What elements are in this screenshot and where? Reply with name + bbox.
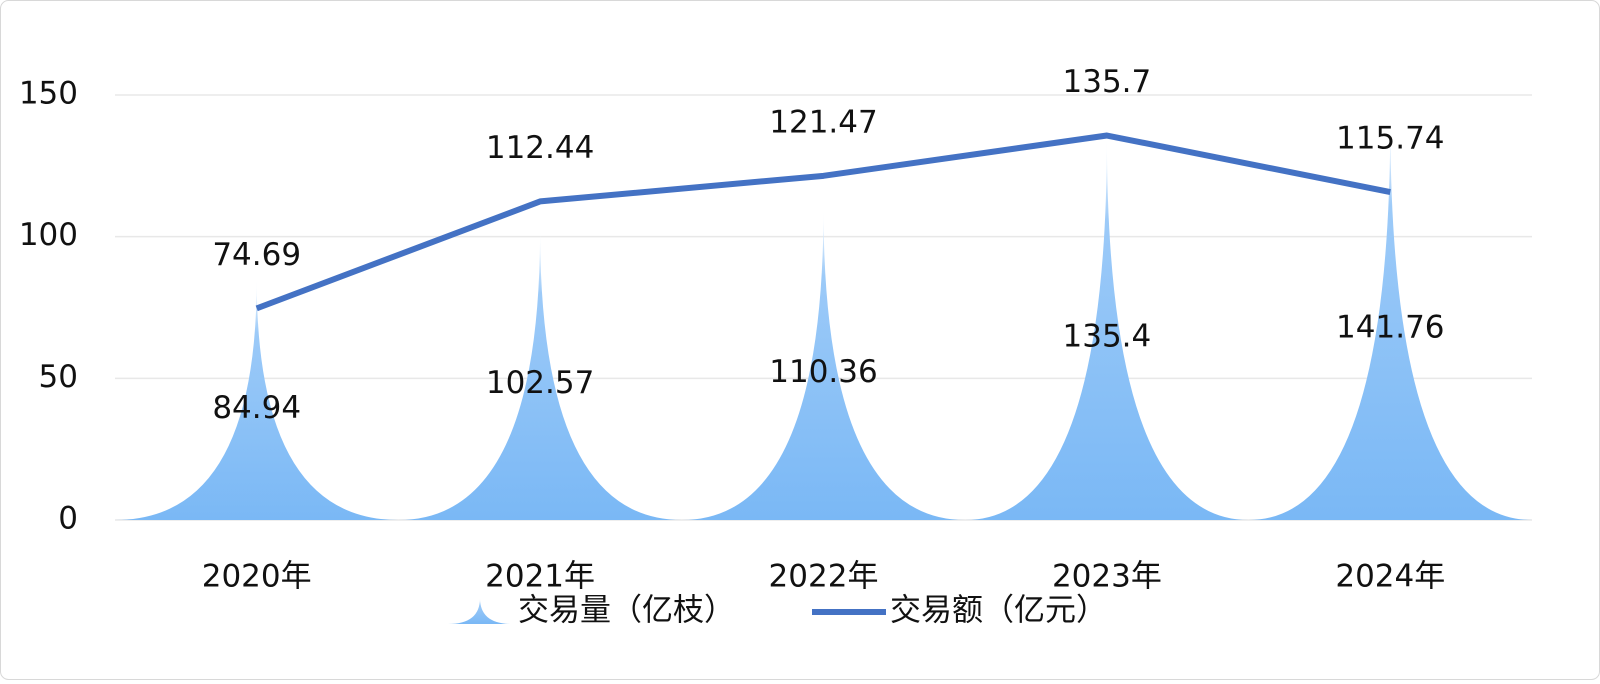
data-label: 84.94 bbox=[212, 390, 301, 426]
legend-label: 交易量（亿枝） bbox=[518, 593, 735, 629]
spike-bar bbox=[681, 207, 966, 520]
y-tick-label: 50 bbox=[39, 359, 78, 395]
data-label: 102.57 bbox=[486, 365, 594, 401]
spike-bar bbox=[398, 229, 682, 520]
spike-bar bbox=[115, 279, 399, 520]
data-label: 121.47 bbox=[769, 104, 877, 140]
y-tick-label: 0 bbox=[58, 501, 78, 537]
data-label: 110.36 bbox=[769, 354, 877, 390]
legend-icon bbox=[448, 598, 512, 624]
x-tick-label: 2023年 bbox=[1052, 559, 1162, 595]
data-label: 141.76 bbox=[1336, 310, 1444, 346]
x-tick-label: 2024年 bbox=[1335, 559, 1445, 595]
data-label: 74.69 bbox=[212, 237, 301, 273]
legend-label: 交易额（亿元） bbox=[890, 593, 1107, 629]
data-label: 135.4 bbox=[1063, 319, 1152, 355]
data-label: 115.74 bbox=[1336, 121, 1444, 157]
y-tick-label: 100 bbox=[19, 217, 78, 253]
line bbox=[255, 132, 1391, 312]
y-tick-label: 150 bbox=[19, 76, 78, 112]
x-tick-label: 2022年 bbox=[769, 559, 879, 595]
spike-bar bbox=[1248, 118, 1532, 520]
spike-bar bbox=[965, 136, 1249, 520]
x-tick-label: 2021年 bbox=[485, 559, 595, 595]
data-label: 112.44 bbox=[486, 130, 594, 166]
data-label: 135.7 bbox=[1063, 64, 1152, 100]
x-tick-label: 2020年 bbox=[202, 559, 312, 595]
